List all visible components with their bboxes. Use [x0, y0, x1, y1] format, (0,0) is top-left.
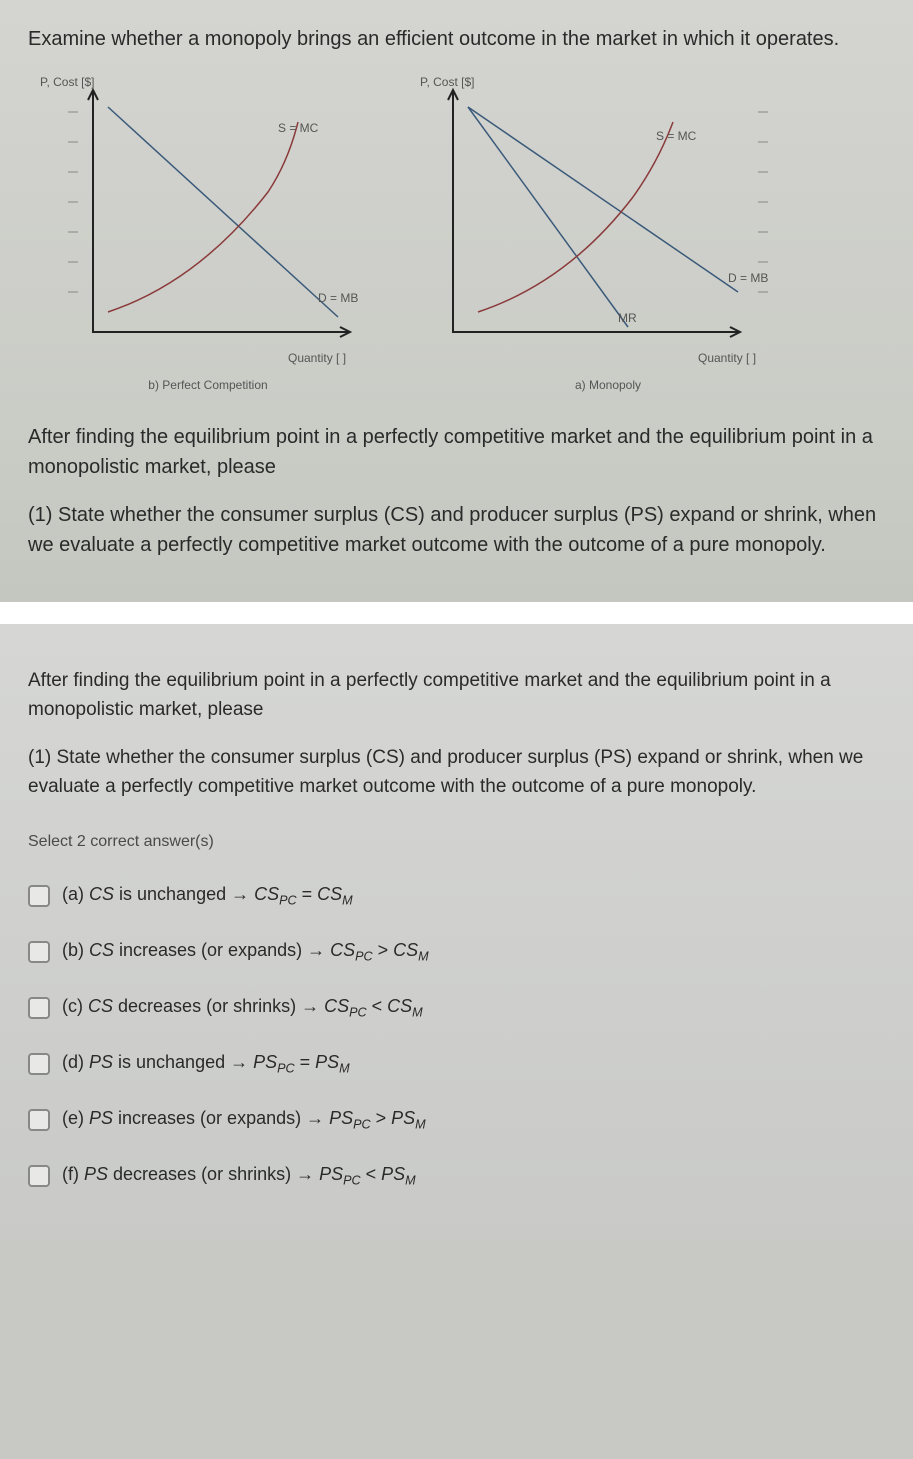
mr-label: MR — [618, 311, 637, 325]
graph-left-svg: P, Cost [$] S = MC D = MB Quantity [ ] — [38, 72, 378, 372]
checkbox-c[interactable] — [28, 997, 50, 1019]
graph-left-caption: b) Perfect Competition — [148, 376, 267, 394]
option-b-text: (b) CS increases (or expands) → CSPC > C… — [62, 937, 429, 967]
option-e-text: (e) PS increases (or expands) → PSPC > P… — [62, 1105, 426, 1135]
section-divider — [0, 602, 913, 624]
supply-label: S = MC — [278, 121, 319, 135]
option-f[interactable]: (f) PS decreases (or shrinks) → PSPC < P… — [28, 1161, 885, 1191]
checkbox-a[interactable] — [28, 885, 50, 907]
option-a-text: (a) CS is unchanged → CSPC = CSM — [62, 881, 353, 911]
x-axis-label-r: Quantity [ ] — [698, 351, 756, 365]
question-title: Examine whether a monopoly brings an eff… — [28, 24, 885, 54]
option-b[interactable]: (b) CS increases (or expands) → CSPC > C… — [28, 937, 885, 967]
option-e[interactable]: (e) PS increases (or expands) → PSPC > P… — [28, 1105, 885, 1135]
question-1-text: (1) State whether the consumer surplus (… — [28, 500, 885, 560]
checkbox-e[interactable] — [28, 1109, 50, 1131]
select-prompt: Select 2 correct answer(s) — [28, 830, 885, 855]
option-d-text: (d) PS is unchanged → PSPC = PSM — [62, 1049, 350, 1079]
option-a[interactable]: (a) CS is unchanged → CSPC = CSM — [28, 881, 885, 911]
after-finding-text: After finding the equilibrium point in a… — [28, 422, 885, 482]
question-section-bottom: After finding the equilibrium point in a… — [0, 624, 913, 1241]
graph-right-caption: a) Monopoly — [575, 376, 641, 394]
option-c-text: (c) CS decreases (or shrinks) → CSPC < C… — [62, 993, 423, 1023]
checkbox-b[interactable] — [28, 941, 50, 963]
demand-label: D = MB — [318, 291, 358, 305]
graph-right-svg: P, Cost [$] S = MC D = MB MR Quantity [ … — [418, 72, 798, 372]
option-d[interactable]: (d) PS is unchanged → PSPC = PSM — [28, 1049, 885, 1079]
supply-label-r: S = MC — [656, 129, 697, 143]
question-section-top: Examine whether a monopoly brings an eff… — [0, 0, 913, 602]
demand-label-r: D = MB — [728, 271, 768, 285]
question-1-text-2: (1) State whether the consumer surplus (… — [28, 743, 885, 802]
option-c[interactable]: (c) CS decreases (or shrinks) → CSPC < C… — [28, 993, 885, 1023]
after-finding-text-2: After finding the equilibrium point in a… — [28, 666, 885, 725]
graph-perfect-competition: P, Cost [$] S = MC D = MB Quantity [ ] b… — [38, 72, 378, 394]
y-axis-label-r: P, Cost [$] — [420, 75, 474, 89]
graph-monopoly: P, Cost [$] S = MC D = MB MR Quantity [ … — [418, 72, 798, 394]
option-f-text: (f) PS decreases (or shrinks) → PSPC < P… — [62, 1161, 416, 1191]
checkbox-f[interactable] — [28, 1165, 50, 1187]
x-axis-label: Quantity [ ] — [288, 351, 346, 365]
checkbox-d[interactable] — [28, 1053, 50, 1075]
y-axis-label: P, Cost [$] — [40, 75, 94, 89]
graphs-container: P, Cost [$] S = MC D = MB Quantity [ ] b… — [38, 72, 885, 394]
